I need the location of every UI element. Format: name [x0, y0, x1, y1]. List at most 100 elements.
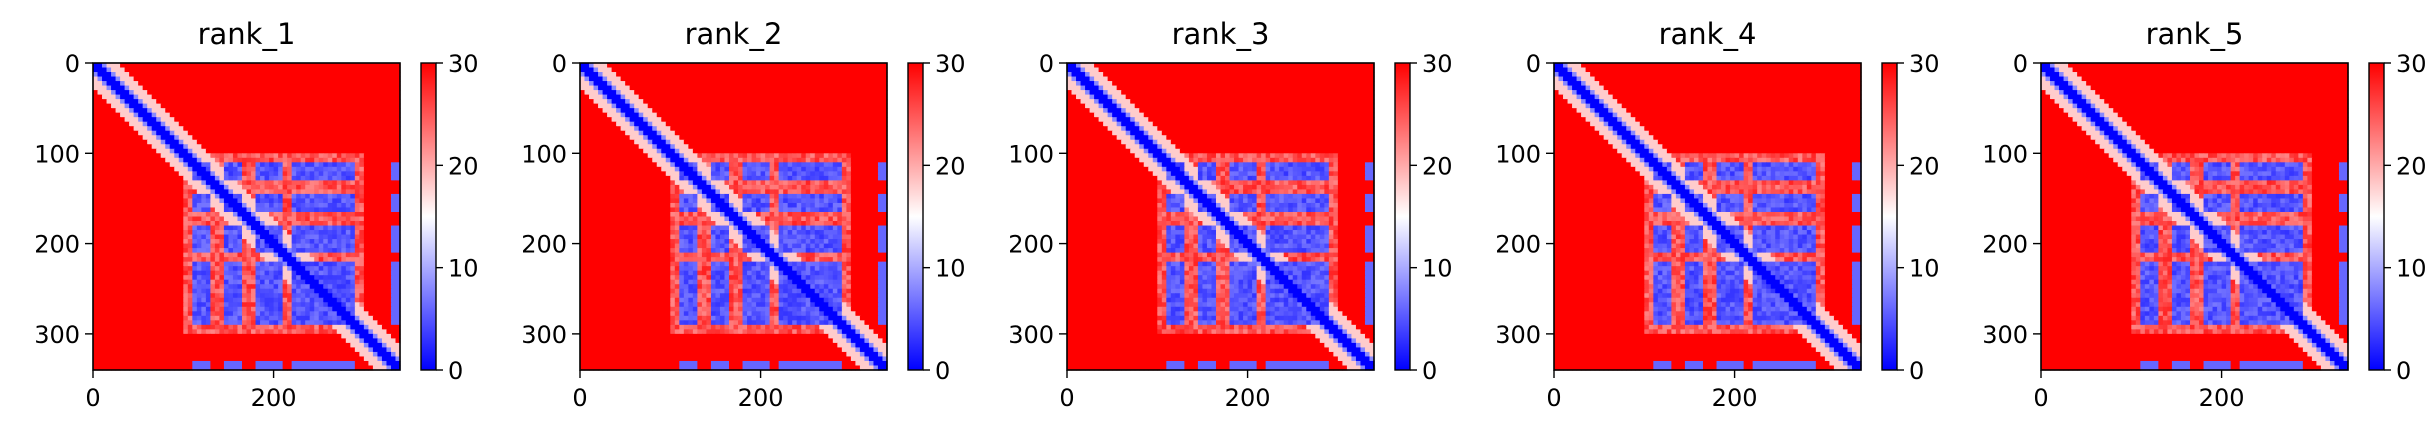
heatmap-cell — [228, 225, 234, 231]
heatmap-cell — [124, 162, 130, 168]
heatmap-cell — [273, 90, 279, 96]
heatmap-cell — [372, 130, 379, 136]
heatmap-cell — [232, 243, 239, 249]
heatmap-cell — [616, 72, 622, 78]
heatmap-cell — [228, 266, 234, 272]
heatmap-cell — [332, 162, 338, 168]
heatmap-cell — [102, 320, 108, 326]
heatmap-cell — [291, 139, 297, 145]
heatmap-cell — [223, 72, 230, 78]
heatmap-cell — [160, 270, 166, 276]
heatmap-cell — [372, 112, 379, 118]
heatmap-cell — [165, 338, 171, 344]
heatmap-cell — [359, 207, 365, 213]
heatmap-cell — [232, 211, 239, 218]
heatmap-cell — [93, 324, 99, 330]
heatmap-cell — [160, 351, 166, 358]
heatmap-cell — [147, 302, 153, 308]
heatmap-cell — [246, 261, 252, 267]
heatmap-cell — [138, 175, 144, 181]
heatmap-cell — [219, 103, 225, 109]
heatmap-cell — [147, 211, 153, 218]
heatmap-cell — [237, 184, 243, 191]
heatmap-cell — [183, 72, 189, 78]
heatmap-cell — [133, 126, 139, 132]
heatmap-cell — [278, 275, 284, 281]
heatmap-cell — [142, 270, 148, 276]
heatmap-cell — [156, 99, 162, 105]
heatmap-cell — [151, 216, 157, 222]
heatmap-cell — [300, 306, 306, 312]
heatmap-cell — [192, 347, 198, 353]
heatmap-cell — [291, 288, 297, 294]
heatmap-cell — [251, 198, 257, 204]
heatmap-cell — [183, 275, 189, 281]
heatmap-cell — [142, 315, 148, 321]
heatmap-cell — [287, 252, 293, 258]
heatmap-cell — [147, 90, 153, 96]
heatmap-cell — [350, 202, 356, 209]
heatmap-cell — [318, 72, 324, 78]
heatmap-cell — [625, 81, 631, 87]
heatmap-cell — [196, 67, 202, 73]
heatmap-cell — [593, 81, 599, 87]
heatmap-cell — [359, 211, 365, 218]
heatmap-cell — [354, 329, 360, 335]
heatmap-cell — [354, 284, 360, 290]
heatmap-cell — [390, 135, 397, 141]
heatmap-cell — [228, 99, 234, 105]
heatmap-cell — [219, 338, 225, 344]
heatmap-cell — [169, 324, 175, 330]
heatmap-cell — [151, 189, 157, 195]
heatmap-cell — [205, 67, 211, 73]
heatmap-cell — [377, 324, 383, 330]
heatmap-cell — [309, 153, 315, 159]
heatmap-cell — [223, 81, 230, 87]
heatmap-cell — [241, 333, 248, 339]
heatmap-cell — [363, 103, 369, 109]
heatmap-cell — [345, 320, 351, 326]
heatmap-cell — [223, 284, 230, 290]
heatmap-cell — [133, 144, 139, 150]
heatmap-cell — [372, 117, 379, 123]
heatmap-cell — [305, 180, 311, 186]
heatmap-cell — [120, 184, 126, 191]
heatmap-cell — [345, 315, 351, 321]
heatmap-cell — [625, 76, 631, 82]
heatmap-cell — [246, 135, 252, 141]
heatmap-cell — [323, 311, 329, 317]
heatmap-cell — [282, 94, 288, 100]
heatmap-cell — [251, 306, 257, 312]
heatmap-cell — [138, 193, 144, 200]
heatmap-cell — [336, 302, 342, 308]
heatmap-cell — [201, 275, 207, 281]
heatmap-cell — [350, 230, 356, 236]
heatmap-cell — [287, 347, 293, 353]
heatmap-cell — [278, 351, 284, 358]
heatmap-cell — [363, 166, 369, 172]
heatmap-cell — [314, 126, 320, 132]
heatmap-cell — [241, 252, 248, 258]
heatmap-cell — [246, 76, 252, 82]
heatmap-cell — [314, 85, 320, 91]
heatmap-cell — [120, 162, 126, 168]
heatmap-cell — [201, 293, 207, 299]
heatmap-cell — [142, 171, 148, 177]
heatmap-cell — [133, 94, 139, 100]
heatmap-cell — [241, 275, 248, 281]
heatmap-cell — [377, 90, 383, 96]
heatmap-cell — [377, 166, 383, 172]
heatmap-cell — [363, 347, 369, 353]
heatmap-cell — [187, 248, 193, 254]
heatmap-cell — [738, 67, 744, 73]
heatmap-cell — [97, 103, 103, 109]
heatmap-cell — [228, 320, 234, 326]
heatmap-cell — [350, 135, 356, 141]
heatmap-cell — [327, 293, 333, 299]
heatmap-cell — [273, 221, 279, 227]
heatmap-cell — [255, 329, 261, 335]
heatmap-cell — [142, 306, 148, 312]
heatmap-cell — [111, 171, 117, 177]
heatmap-cell — [269, 76, 275, 82]
heatmap-cell — [156, 221, 162, 227]
